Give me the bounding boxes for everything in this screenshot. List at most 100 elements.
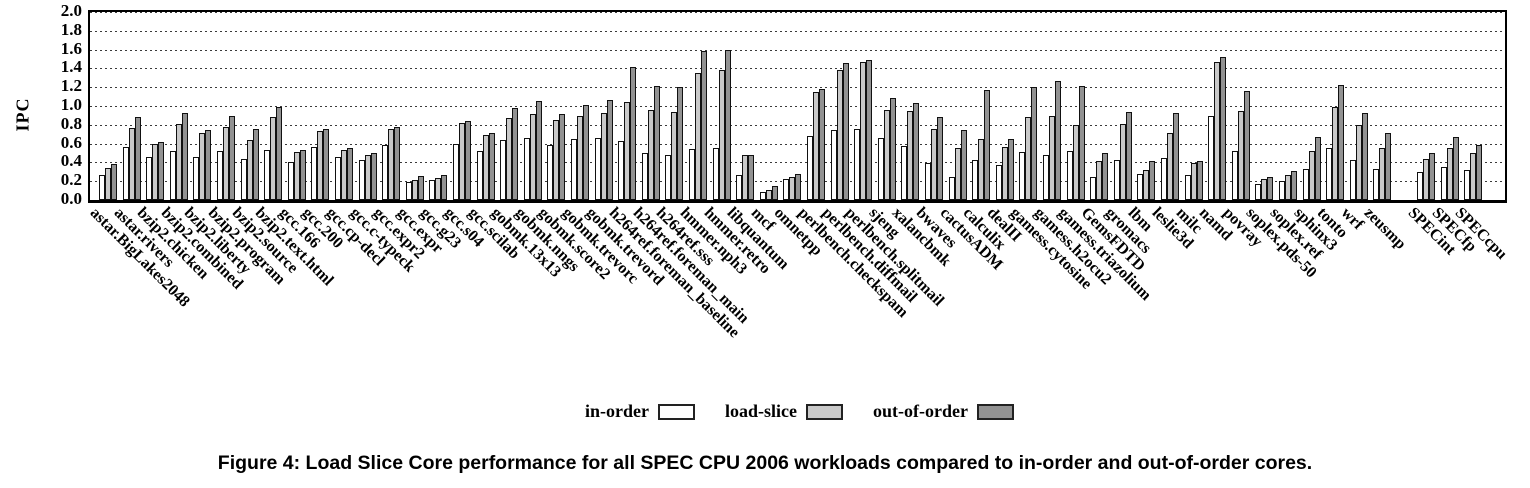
bar-load-slice (600, 112, 607, 200)
bar-load-slice (246, 139, 253, 200)
bar-out-of-order (394, 126, 401, 200)
bar-in-order (1019, 152, 1026, 200)
bar-load-slice (742, 154, 749, 200)
bar-out-of-order (1078, 86, 1085, 200)
bar-in-order (1043, 154, 1049, 200)
bar-out-of-order (559, 113, 566, 200)
gridline (90, 68, 1505, 70)
bar-in-order (1137, 173, 1144, 200)
x-tick-label: zeusmp (1361, 204, 1410, 253)
bar-in-order (287, 162, 294, 200)
bar-in-order (736, 174, 743, 200)
gridline (90, 106, 1505, 107)
y-tick-label: 0.6 (60, 132, 82, 152)
bar-out-of-order (158, 141, 165, 200)
bar-out-of-order (1196, 161, 1203, 200)
bar-load-slice (765, 189, 772, 200)
bar-load-slice (1237, 110, 1244, 200)
legend-item-in-order: in-order (585, 401, 695, 422)
y-tick-label: 1.0 (60, 95, 82, 114)
bar-in-order (830, 129, 837, 200)
y-tick-label: 0.8 (60, 113, 82, 133)
bar-load-slice (954, 148, 961, 200)
bar-in-order (169, 151, 176, 200)
bar-in-order (665, 154, 672, 200)
bar-in-order (217, 151, 223, 200)
bar-load-slice (907, 110, 914, 200)
gridline (90, 49, 1505, 51)
bar-out-of-order (299, 150, 306, 200)
bar-out-of-order (606, 100, 613, 200)
bar-in-order (1066, 151, 1073, 200)
bar-load-slice (317, 131, 324, 200)
bar-in-order (500, 139, 507, 200)
bar-load-slice (1470, 153, 1477, 200)
bar-out-of-order (1361, 112, 1368, 200)
bar-load-slice (105, 168, 111, 200)
bar-out-of-order (842, 62, 849, 200)
bar-load-slice (553, 120, 560, 200)
bar-load-slice (1355, 124, 1362, 200)
bar-out-of-order (1476, 144, 1483, 200)
bar-in-order (193, 156, 200, 200)
bar-load-slice (388, 128, 395, 200)
bar-load-slice (1143, 169, 1150, 200)
bar-in-order (1302, 168, 1309, 200)
y-tick-label: 2.0 (60, 1, 82, 20)
legend-item-out-of-order: out-of-order (873, 401, 1014, 422)
legend: in-order load-slice out-of-order (585, 401, 1014, 422)
bar-in-order (854, 128, 861, 200)
bar-out-of-order (1220, 57, 1227, 200)
bar-load-slice (813, 91, 819, 200)
bar-load-slice (978, 138, 985, 200)
bar-out-of-order (323, 128, 330, 200)
bar-in-order (311, 147, 318, 200)
bar-out-of-order (1314, 137, 1321, 200)
bar-out-of-order (677, 87, 684, 200)
bar-in-order (1373, 168, 1380, 200)
bar-in-order (405, 182, 412, 200)
bar-in-order (948, 176, 955, 200)
legend-label: in-order (585, 401, 649, 421)
bar-load-slice (1214, 61, 1221, 200)
bar-in-order (594, 137, 601, 200)
bar-in-order (358, 159, 365, 200)
bar-load-slice (647, 109, 654, 200)
bar-in-order (783, 179, 790, 200)
bar-out-of-order (1102, 153, 1109, 200)
legend-label: load-slice (724, 401, 797, 421)
bar-load-slice (1049, 116, 1055, 200)
bar-load-slice (152, 143, 159, 200)
y-tick-label: 1.2 (60, 76, 82, 96)
bar-load-slice (1001, 147, 1008, 200)
bar-load-slice (1190, 163, 1197, 200)
bar-load-slice (1285, 174, 1291, 200)
bar-load-slice (1308, 151, 1315, 200)
legend-label: out-of-order (872, 401, 968, 421)
bar-in-order (476, 151, 483, 200)
bar-out-of-order (417, 175, 424, 200)
bar-in-order (901, 146, 908, 200)
gridline (90, 143, 1505, 145)
bar-out-of-order (771, 185, 778, 200)
bar-out-of-order (583, 105, 589, 200)
bar-load-slice (1446, 148, 1453, 200)
bar-out-of-order (252, 128, 259, 200)
bar-in-order (1255, 184, 1262, 200)
bar-load-slice (836, 70, 843, 200)
bar-out-of-order (205, 129, 212, 200)
bar-load-slice (1119, 123, 1126, 200)
gridline (90, 124, 1505, 126)
bar-in-order (759, 191, 766, 200)
bar-in-order (382, 145, 389, 200)
bar-out-of-order (1338, 85, 1345, 200)
bar-in-order (689, 149, 695, 200)
gridline (90, 162, 1505, 164)
bar-in-order (1349, 159, 1356, 200)
bar-out-of-order (653, 86, 660, 200)
bar-out-of-order (134, 117, 141, 200)
plot-area (88, 10, 1507, 203)
bar-load-slice (1072, 124, 1079, 200)
bar-out-of-order (229, 116, 235, 200)
bar-in-order (641, 153, 648, 200)
